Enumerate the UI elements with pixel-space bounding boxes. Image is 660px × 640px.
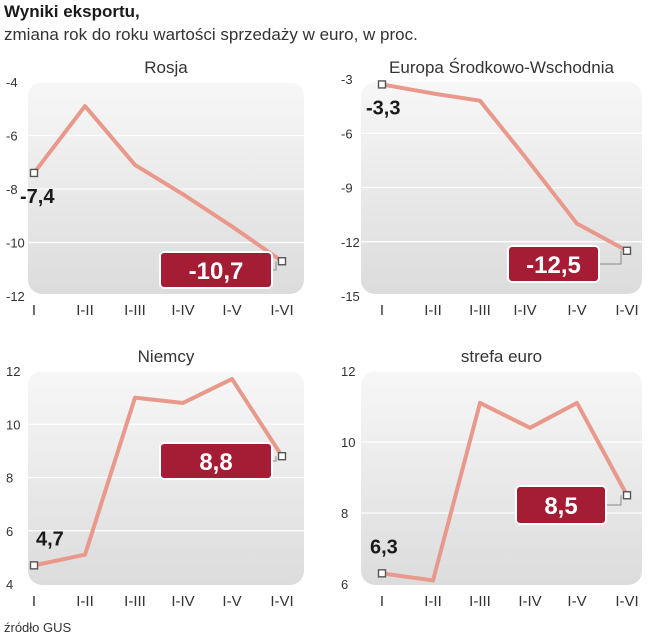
x-tick-label: I-III: [124, 302, 146, 319]
panel-title: Rosja: [144, 58, 188, 77]
series-line: [380, 82, 629, 253]
data-point-marker: [377, 569, 387, 578]
last-value-callout: [515, 485, 607, 525]
x-tick-label: I-V: [222, 593, 241, 610]
data-point-marker: [377, 80, 387, 89]
y-tick-label: 8: [6, 471, 13, 486]
x-tick-label: I-II: [76, 593, 94, 610]
y-tick-label: -9: [341, 181, 353, 196]
x-tick-label: I-VI: [615, 302, 638, 319]
x-tick-label: I: [32, 302, 36, 319]
x-tick-label: I-IV: [171, 302, 194, 319]
panel-title: Europa Środkowo-Wschodnia: [389, 58, 614, 77]
first-value-label: 6,3: [370, 536, 398, 558]
y-tick-label: -6: [341, 126, 353, 141]
chart-panel: 12 10 8 6 4 Niemcy I I-II I-III I-IV I-V I-VI 4,7 8,8: [6, 347, 304, 610]
first-value-label: -3,3: [366, 97, 400, 119]
last-value-label: 8,5: [544, 493, 577, 520]
callout-leader: [599, 250, 622, 265]
y-tick-label: -6: [6, 129, 18, 144]
x-tick-label: I-VI: [270, 302, 293, 319]
chart-panel: 12 10 8 6 strefa euro I I-II I-III I-IV I-V I-VI 6,…: [341, 347, 642, 610]
x-tick-label: I: [32, 593, 36, 610]
data-point-marker: [277, 452, 287, 461]
x-tick-label: I: [380, 302, 384, 319]
x-tick-label: I: [380, 593, 384, 610]
x-tick-label: I-IV: [171, 593, 194, 610]
last-value-callout: [507, 245, 600, 283]
y-tick-label: 4: [6, 577, 13, 592]
y-tick-label: 6: [341, 577, 348, 592]
plot-background: [361, 371, 642, 585]
x-tick-label: I-III: [469, 302, 491, 319]
data-point-marker: [277, 257, 287, 266]
data-point-marker: [622, 246, 632, 255]
x-tick-label: I-VI: [615, 593, 638, 610]
chart-panel: -3 -6 -9 -12 -15 Europa Środkowo-Wschodnia I I-…: [341, 58, 642, 319]
callout-leader: [272, 261, 277, 271]
last-value-callout: [159, 251, 273, 289]
x-tick-label: I-V: [222, 302, 241, 319]
x-tick-label: I-VI: [270, 593, 293, 610]
series-line: [32, 376, 284, 568]
callout-leader: [272, 456, 277, 462]
data-point-marker: [622, 491, 632, 500]
y-tick-label: 12: [6, 364, 20, 379]
y-tick-label: 10: [6, 417, 20, 432]
last-value-label: -12,5: [526, 252, 581, 279]
y-tick-label: -8: [6, 182, 18, 197]
x-tick-label: I-III: [469, 593, 491, 610]
last-value-label: 8,8: [199, 449, 232, 476]
y-tick-label: -3: [341, 72, 353, 87]
callout-leader: [606, 495, 622, 506]
x-tick-label: I-V: [567, 593, 586, 610]
y-tick-label: 6: [6, 524, 13, 539]
last-value-callout: [159, 442, 273, 480]
y-tick-label: -12: [341, 235, 360, 250]
panel-title: strefa euro: [461, 347, 542, 366]
x-tick-label: I-V: [567, 302, 586, 319]
x-tick-label: I-II: [424, 302, 442, 319]
x-tick-label: I-IV: [513, 302, 536, 319]
y-tick-label: 8: [341, 506, 348, 521]
first-value-label: 4,7: [36, 528, 64, 550]
last-value-label: -10,7: [189, 258, 244, 285]
x-tick-label: I-II: [76, 302, 94, 319]
x-tick-label: I-II: [424, 593, 442, 610]
panel-title: Niemcy: [138, 347, 195, 366]
data-point-marker: [29, 561, 39, 570]
y-tick-label: -4: [6, 75, 18, 90]
source-note: źródło GUS: [4, 620, 72, 635]
series-line: [32, 104, 284, 264]
chart-panel: -4 -6 -8 -10 -12 Rosja I I-II I-III I-IV I-V I-VI -7…: [6, 58, 304, 319]
series-line: [380, 400, 629, 583]
y-tick-label: 12: [341, 364, 355, 379]
y-tick-label: -10: [6, 236, 25, 251]
x-tick-label: I-III: [124, 593, 146, 610]
y-tick-label: 10: [341, 435, 355, 450]
first-value-label: -7,4: [20, 186, 55, 208]
chart-title: Wyniki eksportu,: [4, 2, 140, 21]
y-tick-label: -15: [341, 289, 360, 304]
y-tick-label: -12: [6, 289, 25, 304]
chart-subtitle: zmiana rok do roku wartości sprzedaży w …: [4, 25, 418, 44]
data-point-marker: [29, 168, 39, 178]
x-tick-label: I-IV: [518, 593, 541, 610]
